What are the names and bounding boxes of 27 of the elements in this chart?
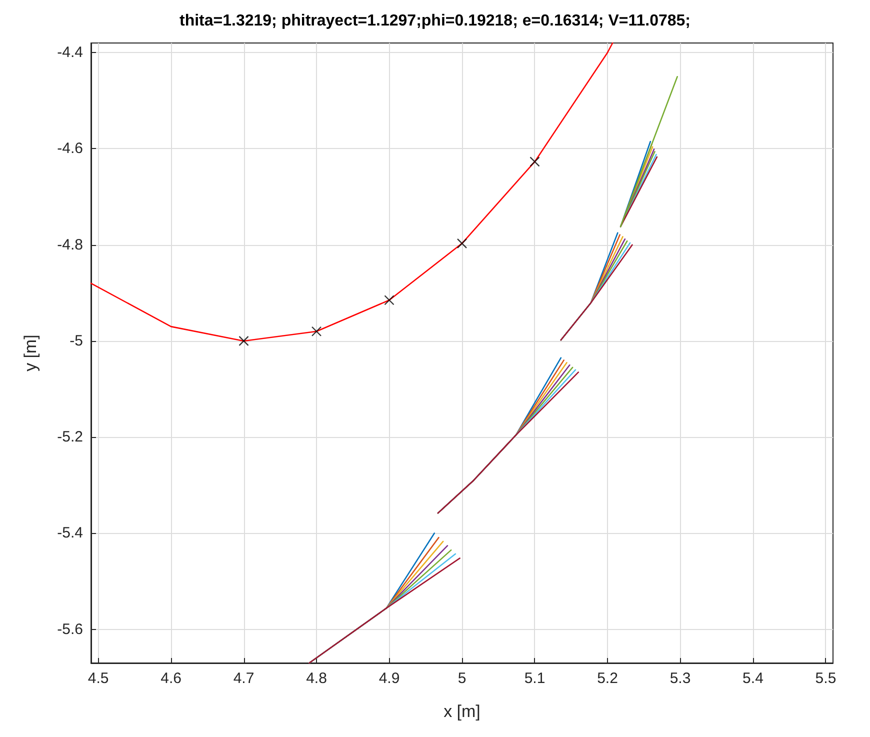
x-tick-label: 5.1 — [524, 670, 546, 687]
y-tick-label: -4.8 — [57, 236, 83, 254]
x-tick-label: 4.9 — [378, 670, 400, 687]
y-axis-title: y [m] — [21, 334, 40, 372]
x-tick-label: 4.7 — [233, 670, 254, 687]
y-tick-label: -4.4 — [57, 44, 83, 62]
x-tick-label: 5 — [458, 670, 466, 687]
x-tick-label: 5.4 — [742, 670, 764, 687]
point — [456, 238, 468, 249]
x-tick-label: 5.5 — [815, 670, 836, 687]
line-series — [90, 42, 614, 342]
y-tick-label: -4.6 — [57, 140, 83, 158]
y-tick-label: -5.6 — [57, 620, 83, 638]
x-tick-label: 5.3 — [670, 670, 691, 687]
point — [238, 336, 249, 346]
y-tick-label: -5.4 — [57, 524, 83, 542]
x-tick-label: 4.8 — [306, 670, 327, 687]
x-axis-title: x [m] — [444, 702, 480, 721]
y-tick-label: -5.2 — [57, 428, 83, 446]
x-tick-label: 5.2 — [597, 670, 618, 687]
x-tick-label: 4.6 — [160, 670, 182, 687]
point — [311, 326, 322, 336]
point — [384, 295, 394, 306]
point — [530, 156, 540, 167]
y-tick-label: -5 — [70, 332, 83, 350]
chart-title: thita=1.3219; phitrayect=1.1297;phi=0.19218; e=0.16314; V=11.0785; — [180, 12, 690, 30]
x-tick-label: 4.5 — [88, 670, 109, 687]
